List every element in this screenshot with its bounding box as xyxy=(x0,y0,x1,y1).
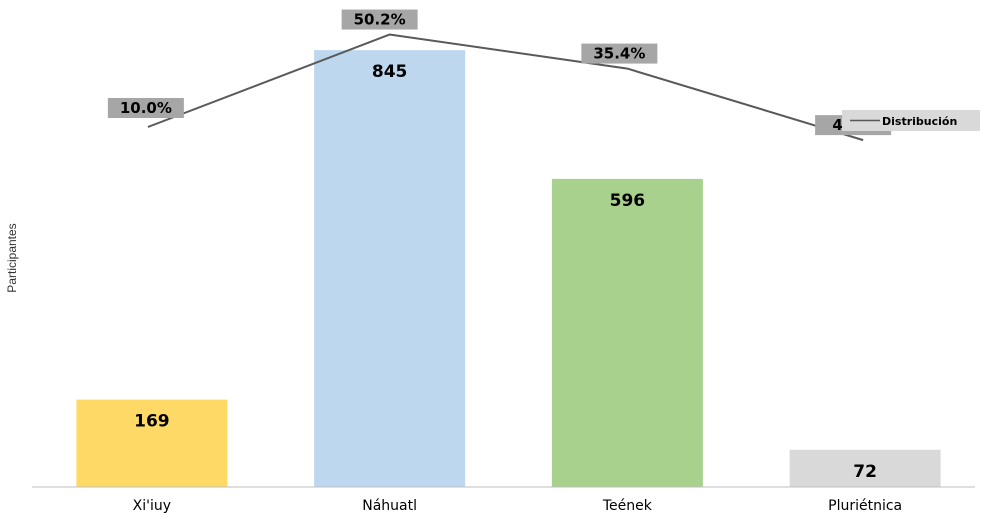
bar-value-label-2: 596 xyxy=(610,191,646,211)
line-label-box-0 xyxy=(107,98,184,118)
bar-value-label-0: 169 xyxy=(134,412,170,432)
bar-value-label-1: 845 xyxy=(372,62,408,82)
axis-layer: Xi'iuy Náhuatl Teének Pluriétnica xyxy=(32,486,975,513)
line-label-box-2 xyxy=(581,43,658,64)
legend-layer: Distribución xyxy=(842,110,980,131)
line-series-distribucion xyxy=(147,33,864,142)
bar-value-label-3: 72 xyxy=(853,462,877,482)
line-value-label-0: 10.0% xyxy=(120,99,172,117)
legend-box xyxy=(842,110,980,131)
line-layer: 10.0%50.2%35.4%4.3% xyxy=(107,9,892,142)
bar-2 xyxy=(551,178,703,488)
line-label-box-1 xyxy=(341,9,418,30)
x-tick-label-0: Xi'iuy xyxy=(133,498,171,513)
bar-0 xyxy=(76,399,228,487)
line-value-label-1: 50.2% xyxy=(354,11,406,29)
legend-label-distribucion: Distribución xyxy=(882,115,957,128)
x-tick-label-3: Pluriétnica xyxy=(828,498,902,513)
x-tick-label-2: Teének xyxy=(602,498,653,513)
x-tick-label-1: Náhuatl xyxy=(362,498,417,513)
bar-3 xyxy=(789,449,941,487)
bars-layer: 169 845 596 72 xyxy=(76,50,941,488)
bar-1 xyxy=(314,50,466,487)
line-value-label-2: 35.4% xyxy=(593,45,645,63)
